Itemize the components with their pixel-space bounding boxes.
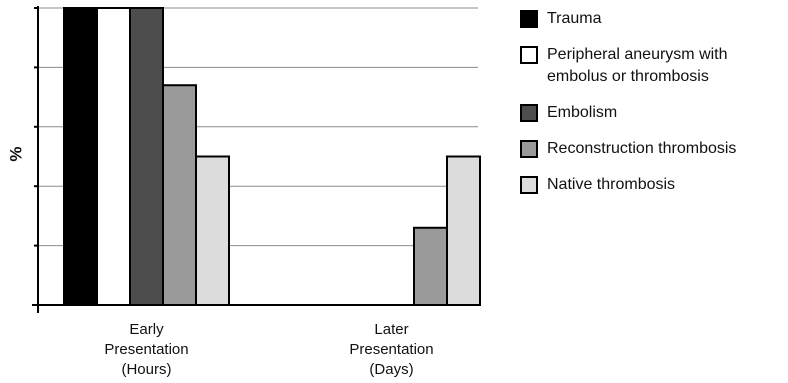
bar-3-0 xyxy=(162,84,197,306)
legend-swatch xyxy=(520,46,538,64)
legend-label: Reconstruction thrombosis xyxy=(547,140,737,157)
bar-4-0 xyxy=(195,155,230,306)
legend-item-embolism: Embolism xyxy=(520,102,788,124)
legend-item-reconstruction-thrombosis: Reconstruction thrombosis xyxy=(520,138,788,160)
legend-label: Peripheral aneurysm with embolus or thro… xyxy=(547,46,728,85)
y-axis-label: % xyxy=(6,146,26,162)
legend-item-trauma: Trauma xyxy=(520,8,788,30)
legend-label: Native thrombosis xyxy=(547,176,676,193)
legend-swatch xyxy=(520,104,538,122)
legend-label: Trauma xyxy=(547,10,602,27)
bar-0-0 xyxy=(63,7,98,306)
category-label-later: Later Presentation (Days) xyxy=(349,321,434,378)
bar-1-0 xyxy=(96,7,131,306)
legend-item-native-thrombosis: Native thrombosis xyxy=(520,174,788,196)
legend-swatch xyxy=(520,176,538,194)
bar-4-1 xyxy=(446,155,481,306)
legend-swatch xyxy=(520,10,538,28)
bar-3-1 xyxy=(413,226,448,306)
category-label-early: Early Presentation (Hours) xyxy=(104,321,189,378)
legend: Trauma Peripheral aneurysm with embolus … xyxy=(520,8,788,210)
bars xyxy=(63,7,481,306)
legend-item-peripheral-aneurysm: Peripheral aneurysm with embolus or thro… xyxy=(520,44,788,88)
legend-swatch xyxy=(520,140,538,158)
bar-2-0 xyxy=(129,7,164,306)
axes xyxy=(32,6,478,313)
legend-label: Embolism xyxy=(547,104,618,121)
